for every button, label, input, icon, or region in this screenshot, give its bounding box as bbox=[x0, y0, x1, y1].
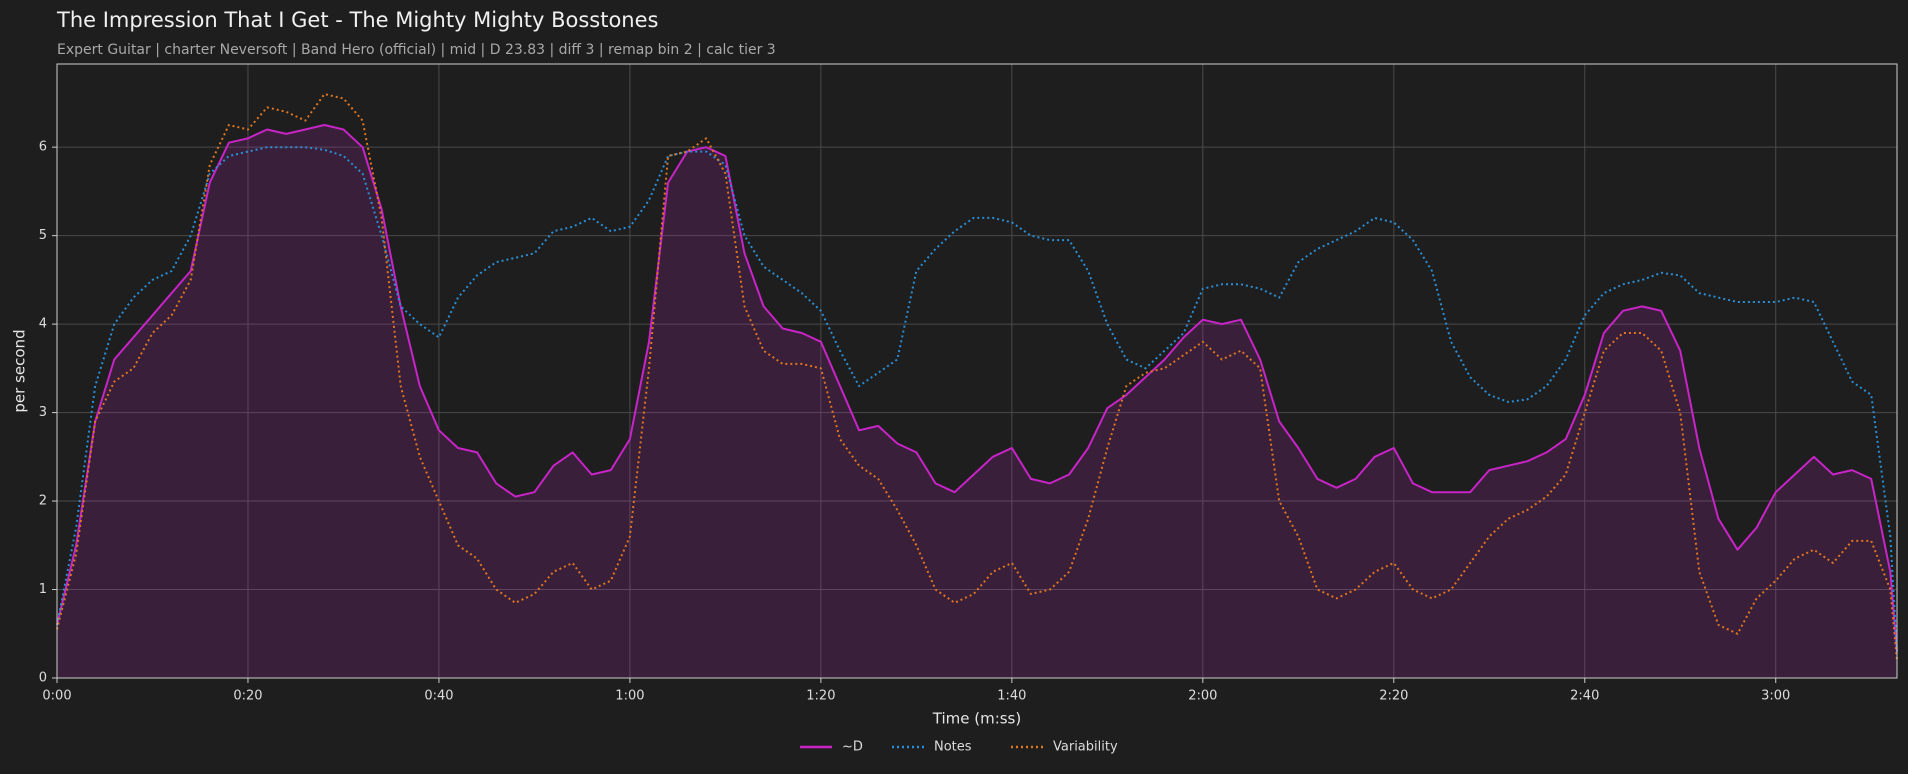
area-fill bbox=[57, 125, 1897, 678]
y-axis-label: per second bbox=[11, 329, 29, 412]
y-tick-label: 5 bbox=[39, 228, 47, 243]
y-tick-label: 2 bbox=[39, 494, 47, 509]
legend-label: ~D bbox=[842, 740, 863, 755]
x-tick-label: 0:40 bbox=[424, 689, 453, 704]
x-tick-label: 1:40 bbox=[997, 689, 1026, 704]
chart-title: The Impression That I Get - The Mighty M… bbox=[56, 8, 658, 32]
y-tick-label: 4 bbox=[39, 317, 47, 332]
y-tick-label: 3 bbox=[39, 405, 47, 420]
x-tick-label: 1:20 bbox=[806, 689, 835, 704]
x-axis-label: Time (m:ss) bbox=[932, 710, 1021, 728]
series-line bbox=[56, 124, 1898, 652]
legend: ~D Notes Variability bbox=[800, 740, 1118, 755]
x-tick-label: 2:40 bbox=[1570, 689, 1599, 704]
series-line bbox=[56, 146, 1898, 652]
chart-subtitle: Expert Guitar | charter Neversoft | Band… bbox=[57, 42, 776, 58]
legend-label: Variability bbox=[1053, 740, 1118, 755]
x-tick-label: 2:20 bbox=[1379, 689, 1408, 704]
x-tick-label: 3:00 bbox=[1761, 689, 1790, 704]
y-tick-label: 0 bbox=[39, 671, 47, 686]
legend-label: Notes bbox=[934, 740, 972, 755]
x-tick-label: 2:00 bbox=[1188, 689, 1217, 704]
plot-frame bbox=[56, 63, 1898, 679]
x-tick-label: 0:20 bbox=[233, 689, 262, 704]
x-tick-label: 0:00 bbox=[42, 689, 71, 704]
y-tick-label: 6 bbox=[39, 140, 47, 155]
y-tick-label: 1 bbox=[39, 582, 47, 597]
x-tick-label: 1:00 bbox=[615, 689, 644, 704]
